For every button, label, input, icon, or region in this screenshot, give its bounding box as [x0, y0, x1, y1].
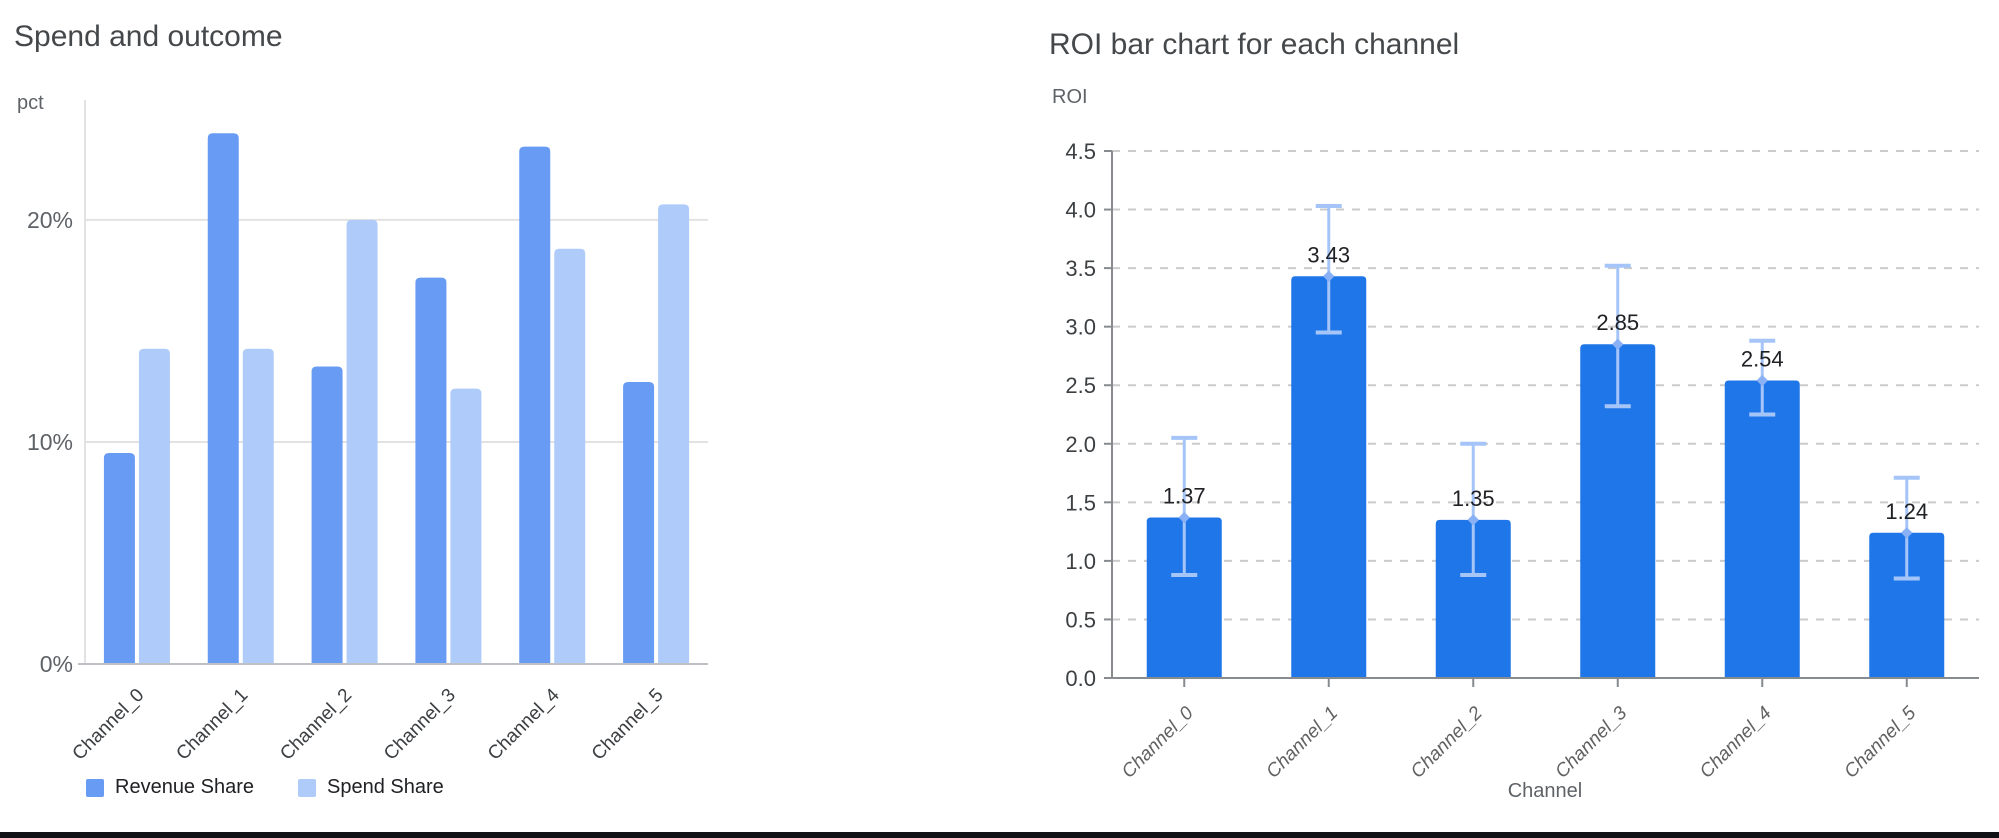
spend-share-bar-Channel_0[interactable] [138, 348, 170, 664]
left-y-tick-label: 0% [40, 651, 73, 677]
spend-outcome-chart-title: Spend and outcome [14, 20, 283, 53]
roi-x-category-label: Channel_2 [1407, 702, 1487, 782]
roi-y-tick-label: 3.5 [1065, 256, 1096, 281]
roi-chart-title: ROI bar chart for each channel [1049, 28, 1460, 61]
roi-value-label: 3.43 [1307, 242, 1350, 267]
revenue-share-bar-Channel_3[interactable] [415, 277, 447, 664]
roi-y-tick-label: 1.5 [1065, 490, 1096, 515]
roi-bar-Channel_0[interactable] [1146, 517, 1222, 678]
roi-y-tick-label: 4.0 [1065, 198, 1096, 223]
spend-share-bar-Channel_3[interactable] [450, 388, 482, 664]
roi-x-axis-title: Channel [1507, 780, 1583, 802]
spend-outcome-legend: Revenue Share Spend Share [86, 776, 488, 799]
left-y-tick-label: 20% [27, 207, 73, 233]
roi-bar-Channel_2[interactable] [1435, 519, 1511, 678]
spend-outcome-plot: 0% 10% 20% Channel_0 Channel_1 Channel_2 Chann… [27, 100, 708, 765]
roi-bar-Channel_4[interactable] [1724, 380, 1800, 678]
roi-y-tick-label: 1.0 [1065, 549, 1096, 574]
roi-value-label: 2.54 [1741, 347, 1784, 372]
left-x-category-label: Channel_0 [69, 685, 149, 765]
roi-value-label: 1.24 [1885, 499, 1928, 524]
roi-error-bar-marker [1467, 514, 1479, 526]
spend-share-bar-Channel_1[interactable] [242, 348, 274, 664]
left-y-tick-label: 10% [27, 429, 73, 455]
roi-y-tick-label: 2.0 [1065, 432, 1096, 457]
spend-share-bar-Channel_2[interactable] [346, 219, 378, 664]
roi-error-bar-marker [1323, 270, 1335, 282]
roi-value-label: 1.37 [1163, 484, 1206, 509]
spend-outcome-y-unit-label: pct [17, 92, 44, 114]
roi-x-category-label: Channel_0 [1118, 702, 1198, 782]
spend-share-swatch [297, 778, 316, 797]
roi-bar-Channel_1[interactable] [1291, 276, 1367, 678]
revenue-share-bar-Channel_2[interactable] [311, 366, 343, 664]
roi-error-bar-marker [1901, 527, 1913, 539]
roi-x-category-label: Channel_5 [1840, 702, 1920, 782]
roi-y-tick-label: 4.5 [1065, 139, 1096, 164]
left-x-category-label: Channel_5 [588, 685, 668, 765]
roi-x-category-label: Channel_4 [1696, 703, 1776, 783]
roi-x-category-label: Channel_1 [1262, 703, 1342, 783]
revenue-share-swatch [86, 778, 104, 797]
revenue-share-label: Revenue Share [115, 776, 254, 798]
roi-value-label: 2.85 [1596, 310, 1639, 335]
revenue-share-bar-Channel_0[interactable] [103, 453, 135, 664]
roi-x-category-label: Channel_3 [1551, 702, 1631, 782]
roi-error-bar-marker [1178, 511, 1190, 524]
revenue-share-bar-Channel_1[interactable] [207, 133, 239, 665]
left-x-category-label: Channel_3 [380, 685, 460, 765]
spend-share-bar-Channel_4[interactable] [554, 248, 586, 664]
roi-y-tick-label: 0.5 [1065, 607, 1096, 632]
roi-error-bar-marker [1612, 338, 1624, 350]
left-x-category-label: Channel_4 [484, 684, 564, 764]
legend-item-revenue-share[interactable]: Revenue Share [86, 776, 254, 799]
roi-value-label: 1.35 [1452, 486, 1495, 511]
roi-y-unit-label: ROI [1052, 86, 1088, 108]
roi-y-tick-label: 3.0 [1065, 315, 1096, 340]
roi-y-tick-label: 2.5 [1065, 373, 1096, 398]
revenue-share-bar-Channel_5[interactable] [623, 382, 655, 664]
legend-item-spend-share[interactable]: Spend Share [297, 776, 444, 799]
roi-bar-Channel_3[interactable] [1580, 344, 1656, 678]
left-x-category-label: Channel_2 [276, 685, 356, 765]
spend-share-label: Spend Share [326, 776, 444, 798]
left-x-category-label: Channel_1 [172, 685, 252, 765]
roi-error-bar-marker [1756, 374, 1768, 387]
revenue-share-bar-Channel_4[interactable] [519, 146, 551, 664]
roi-y-tick-label: 0.0 [1065, 666, 1096, 691]
bottom-border [0, 832, 1999, 838]
roi-plot: 0.0 0.5 1.0 1.5 2.0 2.5 3.0 3.5 4.0 4.5 1.37 Channe… [1065, 139, 1979, 783]
roi-bar-Channel_5[interactable] [1869, 532, 1945, 678]
spend-share-bar-Channel_5[interactable] [658, 204, 690, 665]
